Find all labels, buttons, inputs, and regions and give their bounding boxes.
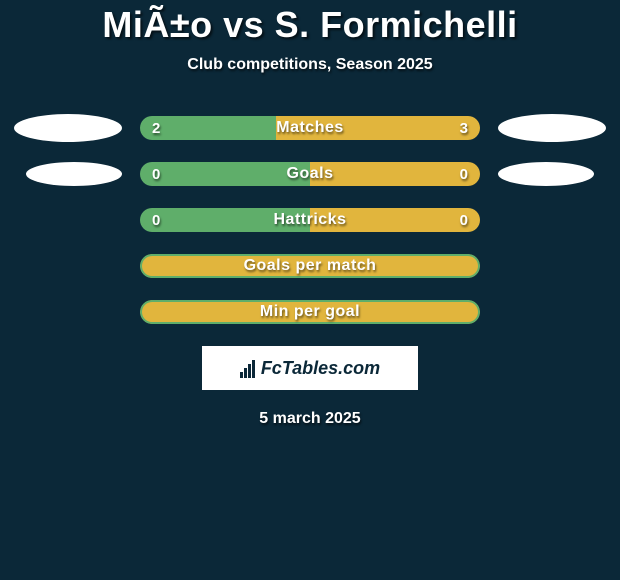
bar-label: Goals [140,162,480,186]
stat-bar: 00Goals [140,162,480,186]
chart-icon [240,358,255,378]
right-ellipse [498,114,606,142]
left-ellipse [26,162,122,186]
stat-row: 00Hattricks [0,208,620,232]
stat-row: 23Matches [0,116,620,140]
stat-row: Min per goal [0,300,620,324]
bar-label: Goals per match [140,254,480,278]
stat-rows: 23Matches 00Goals 00Hattricks Goals per mat… [0,116,620,324]
stat-bar: 23Matches [140,116,480,140]
stat-bar: 00Hattricks [140,208,480,232]
stat-bar: Goals per match [140,254,480,278]
logo-box: FcTables.com [202,346,418,390]
comparison-infographic: MiÃ±o vs S. Formichelli Club competition… [0,0,620,428]
bar-label: Min per goal [140,300,480,324]
stat-bar: Min per goal [140,300,480,324]
logo-text: FcTables.com [261,358,380,379]
page-title: MiÃ±o vs S. Formichelli [0,4,620,46]
stat-row: Goals per match [0,254,620,278]
bar-label: Hattricks [140,208,480,232]
right-ellipse [498,162,594,186]
footer-date: 5 march 2025 [0,410,620,428]
left-ellipse [14,114,122,142]
stat-row: 00Goals [0,162,620,186]
page-subtitle: Club competitions, Season 2025 [0,56,620,74]
bar-label: Matches [140,116,480,140]
